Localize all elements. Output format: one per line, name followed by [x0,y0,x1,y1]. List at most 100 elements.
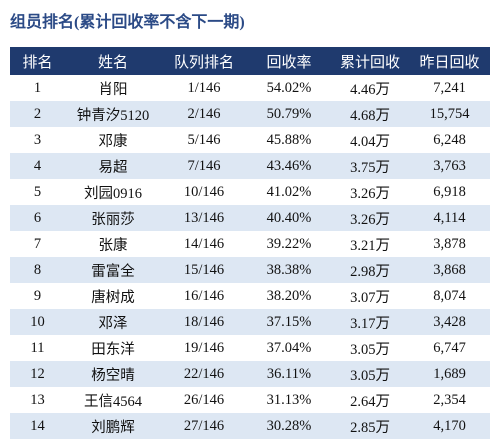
table-cell: 38.20% [266,287,312,304]
table-cell: 肖阳 [98,81,128,98]
table-cell: 钟青汐5120 [65,101,161,127]
table-cell: 2,354 [433,391,466,408]
table-cell: 41.02% [266,183,312,200]
table-cell: 7/146 [161,153,247,179]
table-cell: 邓康 [98,133,128,150]
table-cell: 3.75万 [331,153,409,179]
table-cell: 3,428 [409,309,490,335]
table-row: 1 肖阳 1/146 54.02% 4.46万 7,241 [10,75,490,101]
table-cell: 19/146 [183,339,225,356]
table-cell: 1,689 [409,361,490,387]
table-cell: 2.64万 [350,393,390,410]
table-cell: 6,248 [433,131,466,148]
table-cell: 雷富全 [65,257,161,283]
table-cell: 15,754 [409,101,490,127]
table-cell: 3,878 [433,235,466,252]
table-cell: 7,241 [433,79,466,96]
table-row: 13 王信4564 26/146 31.13% 2.64万 2,354 [10,387,490,413]
table-cell: 9 [33,287,42,304]
table-cell: 5/146 [187,131,221,148]
table-cell: 4,170 [409,413,490,439]
table-cell: 4.68万 [331,101,409,127]
table-cell: 3.07万 [350,289,390,306]
table-row: 3 邓康 5/146 45.88% 4.04万 6,248 [10,127,490,153]
table-row: 10 邓泽 18/146 37.15% 3.17万 3,428 [10,309,490,335]
table-cell: 4.04万 [350,133,390,150]
header-row: 排名 姓名 队列排名 回收率 累计回收 昨日回收 [10,47,490,75]
table-cell: 3.05万 [350,341,390,358]
table-cell: 38.38% [247,257,331,283]
table-cell: 4 [10,153,65,179]
table-row: 9 唐树成 16/146 38.20% 3.07万 8,074 [10,283,490,309]
table-cell: 43.46% [247,153,331,179]
table-cell: 3.21万 [350,237,390,254]
table-row: 11 田东洋 19/146 37.04% 3.05万 6,747 [10,335,490,361]
table-row: 12 杨空晴 22/146 36.11% 3.05万 1,689 [10,361,490,387]
header-cell: 队列排名 [161,47,247,75]
table-cell: 3.17万 [331,309,409,335]
table-cell: 2 [10,101,65,127]
header-cell: 昨日回收 [409,47,490,75]
table-cell: 刘鹏辉 [65,413,161,439]
header-cell: 累计回收 [331,47,409,75]
title: 组员排名(累计回收率不含下一期) [10,14,245,31]
table-cell: 易超 [65,153,161,179]
table-cell: 26/146 [183,391,225,408]
table-cell: 54.02% [266,79,312,96]
table-cell: 6,918 [433,183,466,200]
table-cell: 王信4564 [84,393,142,410]
table-cell: 16/146 [183,287,225,304]
table-cell: 10 [10,309,65,335]
table-cell: 27/146 [161,413,247,439]
table-row: 14 刘鹏辉 27/146 30.28% 2.85万 4,170 [10,413,490,439]
table-cell: 13/146 [161,205,247,231]
table-cell: 4.46万 [350,81,390,98]
table-cell: 12 [10,361,65,387]
header-cell: 姓名 [65,47,161,75]
table-row: 2 钟青汐5120 2/146 50.79% 4.68万 15,754 [10,101,490,127]
table-cell: 3.26万 [331,205,409,231]
table-cell: 31.13% [266,391,312,408]
table-cell: 杨空晴 [65,361,161,387]
header-cell: 回收率 [247,47,331,75]
table-cell: 1 [33,79,42,96]
table-cell: 张丽莎 [65,205,161,231]
table-cell: 14/146 [183,235,225,252]
table-cell: 田东洋 [91,341,135,358]
table-cell: 3 [33,131,42,148]
table-cell: 37.04% [266,339,312,356]
table-cell: 18/146 [161,309,247,335]
table-cell: 2.85万 [331,413,409,439]
table-cell: 刘园0916 [84,185,142,202]
table-cell: 邓泽 [65,309,161,335]
table-cell: 14 [10,413,65,439]
table-cell: 37.15% [247,309,331,335]
table-cell: 6 [10,205,65,231]
table-row: 6 张丽莎 13/146 40.40% 3.26万 4,114 [10,205,490,231]
table-cell: 22/146 [161,361,247,387]
table-cell: 唐树成 [91,289,135,306]
table-cell: 36.11% [247,361,331,387]
table-row: 4 易超 7/146 43.46% 3.75万 3,763 [10,153,490,179]
table-body: 1 肖阳 1/146 54.02% 4.46万 7,241 2 钟青汐5120 2/146 50.… [10,75,490,439]
table-cell: 50.79% [247,101,331,127]
table-cell: 40.40% [247,205,331,231]
table-cell: 张康 [98,237,128,254]
table-row: 8 雷富全 15/146 38.38% 2.98万 3,868 [10,257,490,283]
table-cell: 15/146 [161,257,247,283]
table-cell: 8,074 [433,287,466,304]
table-cell: 1/146 [187,79,221,96]
header-cell: 排名 [10,47,65,75]
table-cell: 3.26万 [350,185,390,202]
table-cell: 3,868 [409,257,490,283]
table-cell: 7 [33,235,42,252]
table-cell: 11 [30,339,45,356]
table-cell: 10/146 [183,183,225,200]
table-cell: 30.28% [247,413,331,439]
table-cell: 2/146 [161,101,247,127]
table-row: 5 刘园0916 10/146 41.02% 3.26万 6,918 [10,179,490,205]
table-cell: 8 [10,257,65,283]
table-cell: 4,114 [409,205,490,231]
table-cell: 2.98万 [331,257,409,283]
